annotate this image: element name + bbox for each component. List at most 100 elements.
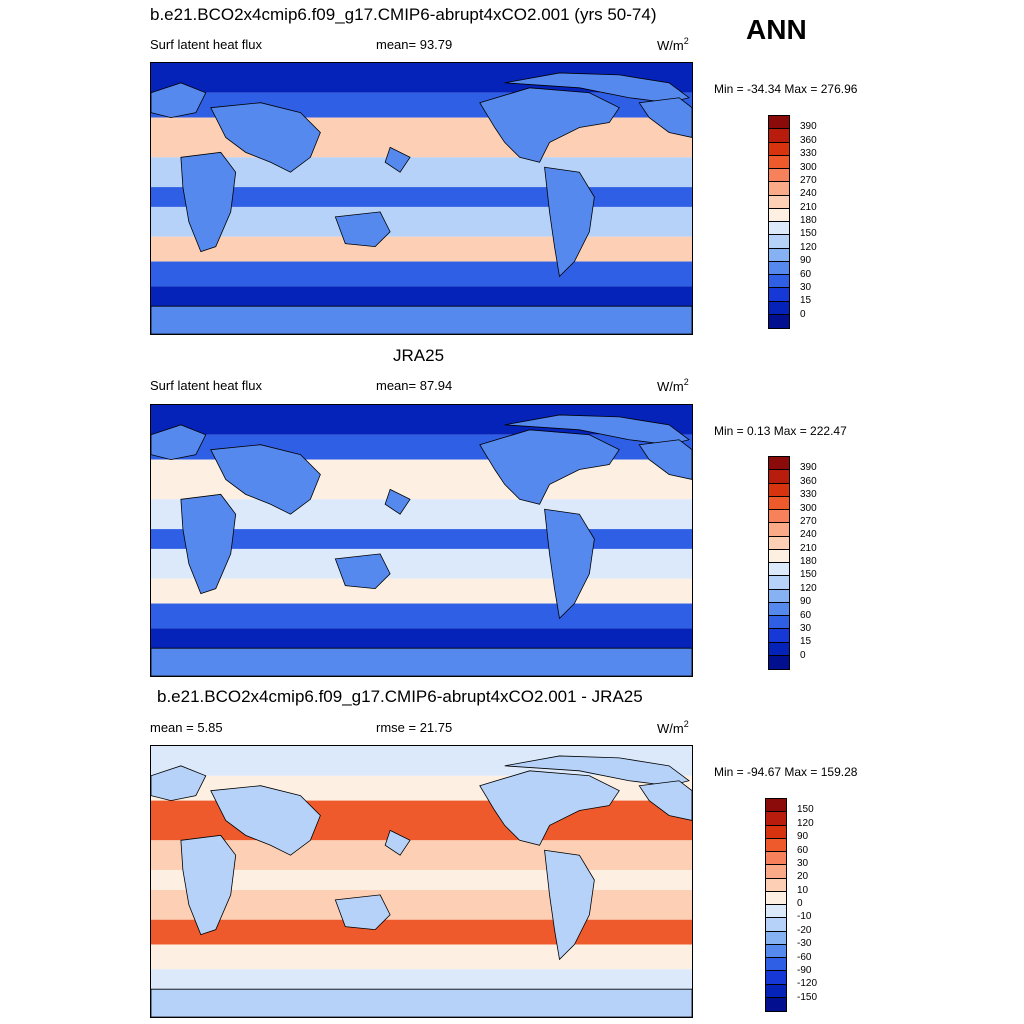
panel-2-mean-label: mean= 87.94 xyxy=(376,378,453,393)
colorbar-tick-label: 270 xyxy=(800,515,817,527)
colorbar-tick-label: 0 xyxy=(800,649,806,661)
colorbar-tick-label: -60 xyxy=(797,951,812,963)
continent-outline xyxy=(638,97,692,138)
panel-1-map xyxy=(150,62,693,335)
colorbar-tick-label: 240 xyxy=(800,529,817,541)
colorbar-swatch xyxy=(769,195,789,209)
colorbar-tick-label: 270 xyxy=(800,174,817,186)
colorbar-tick-label: 120 xyxy=(800,582,817,594)
continent-outline xyxy=(544,508,595,620)
panel-1-min-max: Min = -34.34 Max = 276.96 xyxy=(714,82,858,96)
colorbar-swatch xyxy=(769,629,789,643)
continent-outline xyxy=(334,553,391,590)
colorbar-swatch xyxy=(766,865,786,879)
season-label: ANN xyxy=(746,14,807,45)
colorbar-swatch xyxy=(766,825,786,839)
colorbar-tick-label: 0 xyxy=(797,898,803,909)
continent-outline xyxy=(180,834,237,936)
colorbar-swatch xyxy=(769,589,789,603)
colorbar-swatch xyxy=(769,314,789,328)
flux-band xyxy=(151,157,692,188)
flux-band xyxy=(151,919,692,945)
colorbar-tick-label: 300 xyxy=(800,502,817,514)
colorbar-swatch xyxy=(766,958,786,972)
colorbar-swatch xyxy=(769,457,789,471)
colorbar-swatch xyxy=(769,470,789,484)
panel-2-map xyxy=(150,404,693,677)
flux-band xyxy=(151,236,692,262)
continent-outline xyxy=(384,146,411,173)
continent-outline xyxy=(180,151,237,253)
flux-band xyxy=(151,889,692,920)
colorbar-swatch xyxy=(769,301,789,315)
panel-2-units: W/m2 xyxy=(657,377,689,394)
panel-3-map xyxy=(150,745,693,1018)
colorbar-swatch xyxy=(769,142,789,156)
continent-outline xyxy=(384,488,411,515)
colorbar-tick-label: 360 xyxy=(800,134,817,146)
continent-outline xyxy=(479,429,620,505)
colorbar-tick-label: 360 xyxy=(800,475,817,487)
colorbar-tick-label: 180 xyxy=(800,556,817,567)
colorbar-swatch xyxy=(769,169,789,183)
panel-1-colorbar xyxy=(768,115,790,329)
colorbar-tick-label: 20 xyxy=(797,871,809,883)
colorbar-tick-label: 150 xyxy=(800,228,817,240)
continent-outline xyxy=(151,305,692,334)
panel-2-title: JRA25 xyxy=(393,346,445,365)
colorbar-tick-label: -150 xyxy=(797,991,818,1003)
colorbar-swatch xyxy=(766,878,786,892)
continent-outline xyxy=(504,414,690,446)
colorbar-swatch xyxy=(766,852,786,866)
continent-outline xyxy=(384,829,411,856)
panel-3-min-max: Min = -94.67 Max = 159.28 xyxy=(714,765,858,779)
flux-band xyxy=(151,603,692,629)
colorbar-swatch xyxy=(769,129,789,143)
continent-outline xyxy=(638,439,692,480)
colorbar-swatch xyxy=(769,275,789,289)
colorbar-swatch xyxy=(766,799,786,813)
continent-outline xyxy=(210,102,321,173)
flux-band xyxy=(151,548,692,579)
colorbar-tick-label: 10 xyxy=(797,884,809,896)
colorbar-swatch xyxy=(769,155,789,169)
colorbar-swatch xyxy=(766,918,786,932)
panel-3-colorbar xyxy=(765,798,787,1012)
colorbar-tick-label: 300 xyxy=(800,161,817,173)
colorbar-swatch xyxy=(769,523,789,537)
colorbar-tick-label: -10 xyxy=(797,911,812,923)
continent-outline xyxy=(334,211,391,248)
colorbar-tick-label: 30 xyxy=(800,281,812,293)
colorbar-swatch xyxy=(769,235,789,249)
colorbar-tick-label: 240 xyxy=(800,188,817,200)
colorbar-swatch xyxy=(769,576,789,590)
colorbar-tick-label: -90 xyxy=(797,964,812,976)
continent-outline xyxy=(479,770,620,846)
colorbar-tick-label: 30 xyxy=(797,857,809,869)
colorbar-tick-label: 30 xyxy=(800,622,812,634)
colorbar-tick-label: 210 xyxy=(800,542,817,554)
colorbar-swatch xyxy=(769,288,789,302)
colorbar-swatch xyxy=(766,838,786,852)
colorbar-tick-label: 150 xyxy=(797,804,814,816)
colorbar-tick-label: 120 xyxy=(797,817,814,829)
continent-outline xyxy=(210,444,321,515)
colorbar-swatch xyxy=(769,483,789,497)
panel-2-colorbar xyxy=(768,456,790,670)
colorbar-tick-label: 120 xyxy=(800,241,817,253)
colorbar-swatch xyxy=(766,812,786,826)
colorbar-swatch xyxy=(766,984,786,998)
colorbar-swatch xyxy=(769,222,789,236)
flux-band xyxy=(151,944,692,970)
colorbar-swatch xyxy=(769,549,789,563)
panel-2-min-max: Min = 0.13 Max = 222.47 xyxy=(714,424,847,438)
colorbar-tick-label: -20 xyxy=(797,924,812,936)
colorbar-swatch xyxy=(766,944,786,958)
colorbar-swatch xyxy=(769,616,789,630)
colorbar-tick-label: 330 xyxy=(800,148,817,160)
colorbar-swatch xyxy=(766,971,786,985)
colorbar-swatch xyxy=(769,602,789,616)
continent-outline xyxy=(334,894,391,931)
colorbar-tick-label: 180 xyxy=(800,215,817,226)
colorbar-swatch xyxy=(766,997,786,1011)
